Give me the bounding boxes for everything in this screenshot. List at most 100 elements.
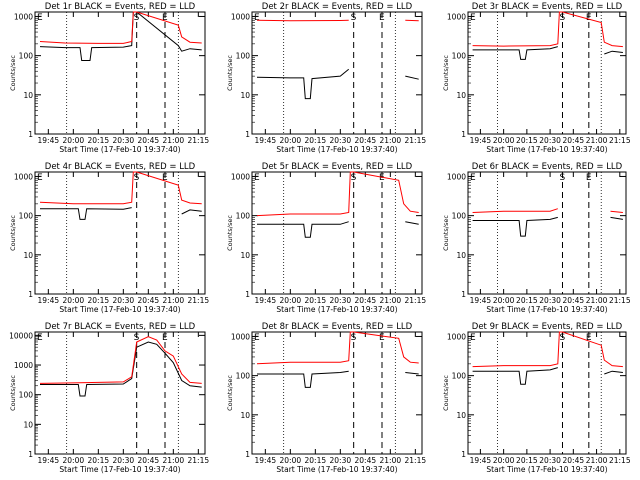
event-marker: S bbox=[134, 173, 140, 183]
x-tick-label: 21:00 bbox=[163, 456, 185, 465]
x-tick-label: 20:00 bbox=[493, 456, 515, 465]
event-marker: S bbox=[559, 333, 565, 343]
event-marker: E bbox=[379, 13, 385, 23]
x-axis-label: Start Time (17-Feb-10 19:37:40) bbox=[59, 305, 180, 314]
plot-frame bbox=[467, 331, 627, 455]
y-axis-label: Counts/sec bbox=[442, 55, 450, 91]
event-marker: E bbox=[470, 13, 476, 23]
x-tick-label: 19:45 bbox=[255, 456, 277, 465]
x-tick-label: 19:45 bbox=[470, 136, 492, 145]
plot-frame bbox=[34, 171, 206, 295]
series-line-events bbox=[256, 68, 419, 100]
y-axis-label: Counts/sec bbox=[226, 55, 234, 91]
event-marker: E bbox=[470, 173, 476, 183]
x-tick-label: 20:45 bbox=[138, 136, 160, 145]
x-tick-label: 21:15 bbox=[188, 296, 210, 305]
plot-frame bbox=[251, 171, 423, 295]
x-axis-label: Start Time (17-Feb-10 19:37:40) bbox=[486, 305, 607, 314]
event-marker: E bbox=[37, 173, 43, 183]
y-tick-label: 100 bbox=[452, 52, 467, 61]
y-tick-label: 100 bbox=[19, 391, 34, 400]
y-tick-label: 1000 bbox=[231, 332, 250, 341]
series-line-events bbox=[472, 216, 623, 237]
series-line-events bbox=[257, 370, 419, 388]
x-tick-label: 20:45 bbox=[563, 136, 585, 145]
x-axis-label: Start Time (17-Feb-10 19:37:40) bbox=[276, 465, 397, 474]
x-tick-label: 20:15 bbox=[88, 456, 110, 465]
series-line-lld bbox=[472, 11, 623, 48]
panel-title: Det 5r BLACK = Events, RED = LLD bbox=[262, 162, 413, 172]
event-marker: S bbox=[559, 13, 565, 23]
y-axis-label: Counts/sec bbox=[226, 375, 234, 411]
x-tick-label: 21:00 bbox=[586, 136, 608, 145]
x-tick-label: 20:15 bbox=[305, 456, 327, 465]
y-tick-label: 10 bbox=[456, 91, 466, 100]
y-tick-label: 1 bbox=[28, 130, 33, 139]
y-tick-label: 10 bbox=[456, 251, 466, 260]
series-line-lld bbox=[472, 208, 623, 213]
x-tick-label: 20:00 bbox=[280, 456, 302, 465]
x-tick-label: 20:15 bbox=[305, 136, 327, 145]
x-axis-label: Start Time (17-Feb-10 19:37:40) bbox=[276, 145, 397, 154]
y-tick-label: 100 bbox=[19, 212, 34, 221]
y-tick-label: 100 bbox=[452, 372, 467, 381]
x-tick-label: 21:15 bbox=[405, 456, 427, 465]
x-tick-label: 20:30 bbox=[330, 296, 352, 305]
x-tick-label: 20:30 bbox=[330, 136, 352, 145]
y-tick-label: 10 bbox=[240, 91, 250, 100]
x-tick-label: 21:15 bbox=[609, 296, 631, 305]
y-tick-label: 1 bbox=[245, 290, 250, 299]
event-marker: E bbox=[162, 333, 168, 343]
event-marker: S bbox=[351, 173, 357, 183]
event-marker: E bbox=[586, 13, 592, 23]
plot-frame bbox=[467, 11, 627, 135]
y-tick-label: 1 bbox=[245, 130, 250, 139]
event-marker: E bbox=[254, 173, 260, 183]
y-tick-label: 1000 bbox=[231, 12, 250, 21]
x-tick-label: 20:45 bbox=[355, 296, 377, 305]
y-tick-label: 100 bbox=[236, 212, 251, 221]
plot-frame bbox=[251, 331, 423, 455]
event-marker: E bbox=[586, 333, 592, 343]
x-tick-label: 21:15 bbox=[405, 296, 427, 305]
y-tick-label: 1000 bbox=[447, 172, 466, 181]
x-tick-label: 19:45 bbox=[255, 296, 277, 305]
panel-title: Det 7r BLACK = Events, RED = LLD bbox=[45, 322, 196, 332]
series-line-events bbox=[39, 11, 202, 61]
x-tick-label: 19:45 bbox=[470, 296, 492, 305]
y-tick-label: 10 bbox=[456, 411, 466, 420]
series-line-lld bbox=[39, 171, 202, 205]
event-marker: E bbox=[37, 333, 43, 343]
y-tick-label: 1 bbox=[461, 130, 466, 139]
x-tick-label: 20:00 bbox=[63, 456, 85, 465]
x-axis-label: Start Time (17-Feb-10 19:37:40) bbox=[59, 145, 180, 154]
y-tick-label: 100 bbox=[236, 52, 251, 61]
x-tick-label: 20:00 bbox=[63, 296, 85, 305]
x-axis-label: Start Time (17-Feb-10 19:37:40) bbox=[486, 145, 607, 154]
x-tick-label: 20:30 bbox=[113, 296, 135, 305]
event-marker: S bbox=[559, 173, 565, 183]
series-line-lld bbox=[39, 11, 202, 44]
series-line-lld bbox=[256, 171, 419, 217]
x-tick-label: 20:00 bbox=[280, 296, 302, 305]
y-tick-label: 100 bbox=[236, 372, 251, 381]
event-marker: E bbox=[254, 333, 260, 343]
event-marker: E bbox=[379, 333, 385, 343]
x-tick-label: 21:15 bbox=[188, 136, 210, 145]
event-marker: S bbox=[134, 333, 140, 343]
y-tick-label: 10 bbox=[23, 251, 33, 260]
x-tick-label: 21:00 bbox=[380, 296, 402, 305]
x-tick-label: 21:15 bbox=[609, 456, 631, 465]
x-tick-label: 20:30 bbox=[113, 136, 135, 145]
x-tick-label: 20:15 bbox=[516, 456, 538, 465]
y-tick-label: 100 bbox=[452, 212, 467, 221]
series-line-events bbox=[472, 46, 623, 60]
x-tick-label: 20:15 bbox=[88, 136, 110, 145]
